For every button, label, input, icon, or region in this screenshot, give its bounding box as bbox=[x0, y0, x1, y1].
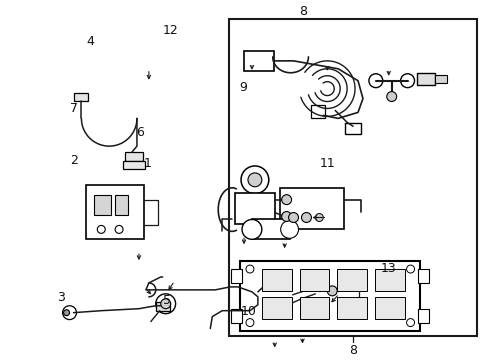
Circle shape bbox=[280, 220, 298, 238]
Text: 6: 6 bbox=[136, 126, 144, 139]
Text: 11: 11 bbox=[319, 157, 335, 170]
Circle shape bbox=[315, 213, 323, 221]
Bar bbox=[251, 220, 289, 239]
Text: 13: 13 bbox=[380, 262, 396, 275]
Circle shape bbox=[245, 319, 253, 327]
Circle shape bbox=[326, 286, 337, 296]
Bar bbox=[417, 73, 434, 85]
Text: 8: 8 bbox=[348, 344, 356, 357]
Bar bbox=[374, 297, 404, 319]
Bar bbox=[374, 269, 404, 291]
Circle shape bbox=[406, 265, 414, 273]
Bar bbox=[418, 269, 428, 283]
Circle shape bbox=[406, 319, 414, 327]
Bar bbox=[337, 269, 366, 291]
Circle shape bbox=[242, 220, 261, 239]
Bar bbox=[299, 269, 328, 291]
Circle shape bbox=[301, 212, 311, 222]
Bar bbox=[418, 309, 428, 323]
Text: 7: 7 bbox=[70, 102, 78, 115]
Circle shape bbox=[400, 74, 414, 87]
Circle shape bbox=[97, 225, 105, 233]
Bar bbox=[156, 302, 169, 311]
Circle shape bbox=[281, 195, 291, 204]
Circle shape bbox=[247, 173, 261, 187]
Bar bbox=[345, 123, 360, 134]
Text: 9: 9 bbox=[239, 81, 247, 94]
Bar bbox=[74, 93, 88, 100]
Bar bbox=[261, 297, 291, 319]
Circle shape bbox=[288, 212, 298, 222]
Text: 10: 10 bbox=[240, 305, 256, 318]
Bar bbox=[125, 152, 142, 161]
Text: 2: 2 bbox=[70, 154, 78, 167]
Bar bbox=[123, 161, 144, 169]
Text: 4: 4 bbox=[86, 35, 94, 48]
Bar bbox=[86, 185, 143, 239]
Circle shape bbox=[275, 265, 287, 277]
Bar bbox=[229, 19, 476, 337]
Bar bbox=[261, 269, 291, 291]
Circle shape bbox=[161, 299, 170, 309]
Text: 8: 8 bbox=[298, 5, 306, 18]
Text: 12: 12 bbox=[163, 24, 178, 37]
Bar bbox=[244, 224, 264, 234]
Text: 1: 1 bbox=[143, 157, 151, 170]
Bar bbox=[315, 279, 345, 303]
Bar bbox=[299, 297, 328, 319]
Bar bbox=[337, 297, 366, 319]
Bar bbox=[434, 75, 447, 83]
Bar bbox=[244, 51, 273, 71]
Bar bbox=[231, 269, 242, 283]
Bar bbox=[231, 309, 242, 323]
Bar bbox=[94, 195, 111, 215]
Circle shape bbox=[115, 225, 123, 233]
Text: 5: 5 bbox=[163, 294, 171, 307]
Circle shape bbox=[63, 310, 69, 316]
Circle shape bbox=[62, 306, 76, 320]
Circle shape bbox=[241, 166, 268, 194]
Bar bbox=[279, 188, 344, 229]
Bar bbox=[311, 105, 325, 118]
Circle shape bbox=[156, 294, 175, 314]
Bar bbox=[235, 193, 274, 224]
Circle shape bbox=[368, 74, 382, 87]
Bar bbox=[115, 195, 128, 215]
Circle shape bbox=[386, 91, 396, 102]
Circle shape bbox=[281, 212, 291, 221]
Text: 3: 3 bbox=[57, 291, 65, 304]
Circle shape bbox=[245, 265, 253, 273]
Bar bbox=[240, 261, 420, 330]
